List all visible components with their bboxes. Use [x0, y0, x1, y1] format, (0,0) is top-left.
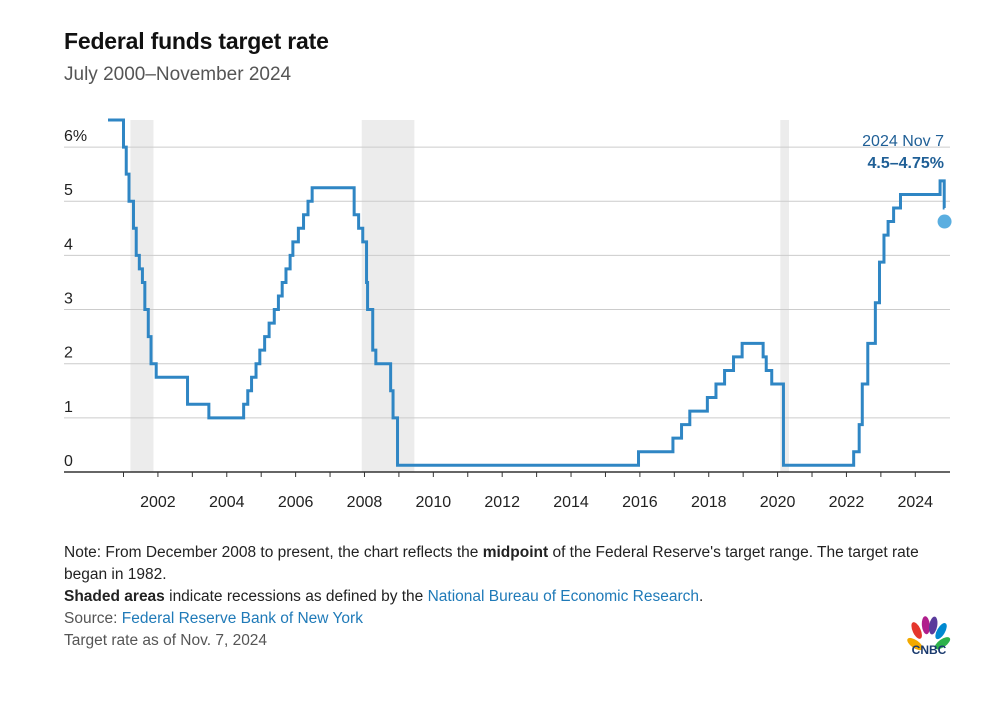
y-tick-label: 4 — [64, 236, 73, 253]
x-tick-label: 2016 — [622, 494, 658, 511]
chart-notes: Note: From December 2008 to present, the… — [64, 542, 924, 652]
latest-rate-point — [937, 214, 952, 229]
x-tick-label: 2014 — [553, 494, 589, 511]
x-tick-label: 2012 — [484, 494, 520, 511]
as-of-line: Target rate as of Nov. 7, 2024 — [64, 632, 268, 649]
recession-band-1 — [130, 120, 154, 472]
source-line: Source: Federal Reserve Bank of New York — [64, 610, 363, 627]
x-tick-label: 2010 — [416, 494, 452, 511]
callout-value: 4.5–4.75% — [867, 155, 944, 172]
y-tick-label: 3 — [64, 291, 73, 308]
source-link[interactable]: Federal Reserve Bank of New York — [121, 610, 363, 627]
y-tick-label: 5 — [64, 182, 73, 199]
peacock-icon — [907, 616, 951, 651]
rate-series-line — [108, 118, 946, 467]
x-tick-label: 2018 — [691, 494, 727, 511]
x-tick-label: 2002 — [140, 494, 176, 511]
note-shaded: Shaded areas indicate recessions as defi… — [64, 588, 704, 605]
cnbc-logo: CNBC — [907, 616, 951, 656]
rate-chart: 0 1 2 3 4 5 6% 2002 2004 2006 2008 2010 2012 2014 201… — [64, 118, 952, 511]
x-tick-label: 2024 — [897, 494, 933, 511]
x-tick-label: 2020 — [760, 494, 796, 511]
callout-date: 2024 Nov 7 — [862, 133, 944, 150]
x-tick-label: 2008 — [347, 494, 383, 511]
recession-band-3 — [780, 120, 789, 472]
y-tick-label: 1 — [64, 399, 73, 416]
chart-title: Federal funds target rate — [64, 28, 329, 54]
note-midpoint: Note: From December 2008 to present, the… — [64, 544, 919, 583]
y-tick-label: 0 — [64, 453, 73, 470]
chart-subtitle: July 2000–November 2024 — [64, 64, 292, 85]
y-tick-label: 2 — [64, 345, 73, 362]
cnbc-logo-text: CNBC — [912, 643, 947, 656]
y-tick-label: 6% — [64, 128, 87, 145]
x-tick-label: 2022 — [829, 494, 865, 511]
x-tick-label: 2004 — [209, 494, 245, 511]
nber-link[interactable]: National Bureau of Economic Research — [427, 588, 700, 605]
recession-band-2 — [361, 120, 415, 472]
x-tick-label: 2006 — [278, 494, 314, 511]
